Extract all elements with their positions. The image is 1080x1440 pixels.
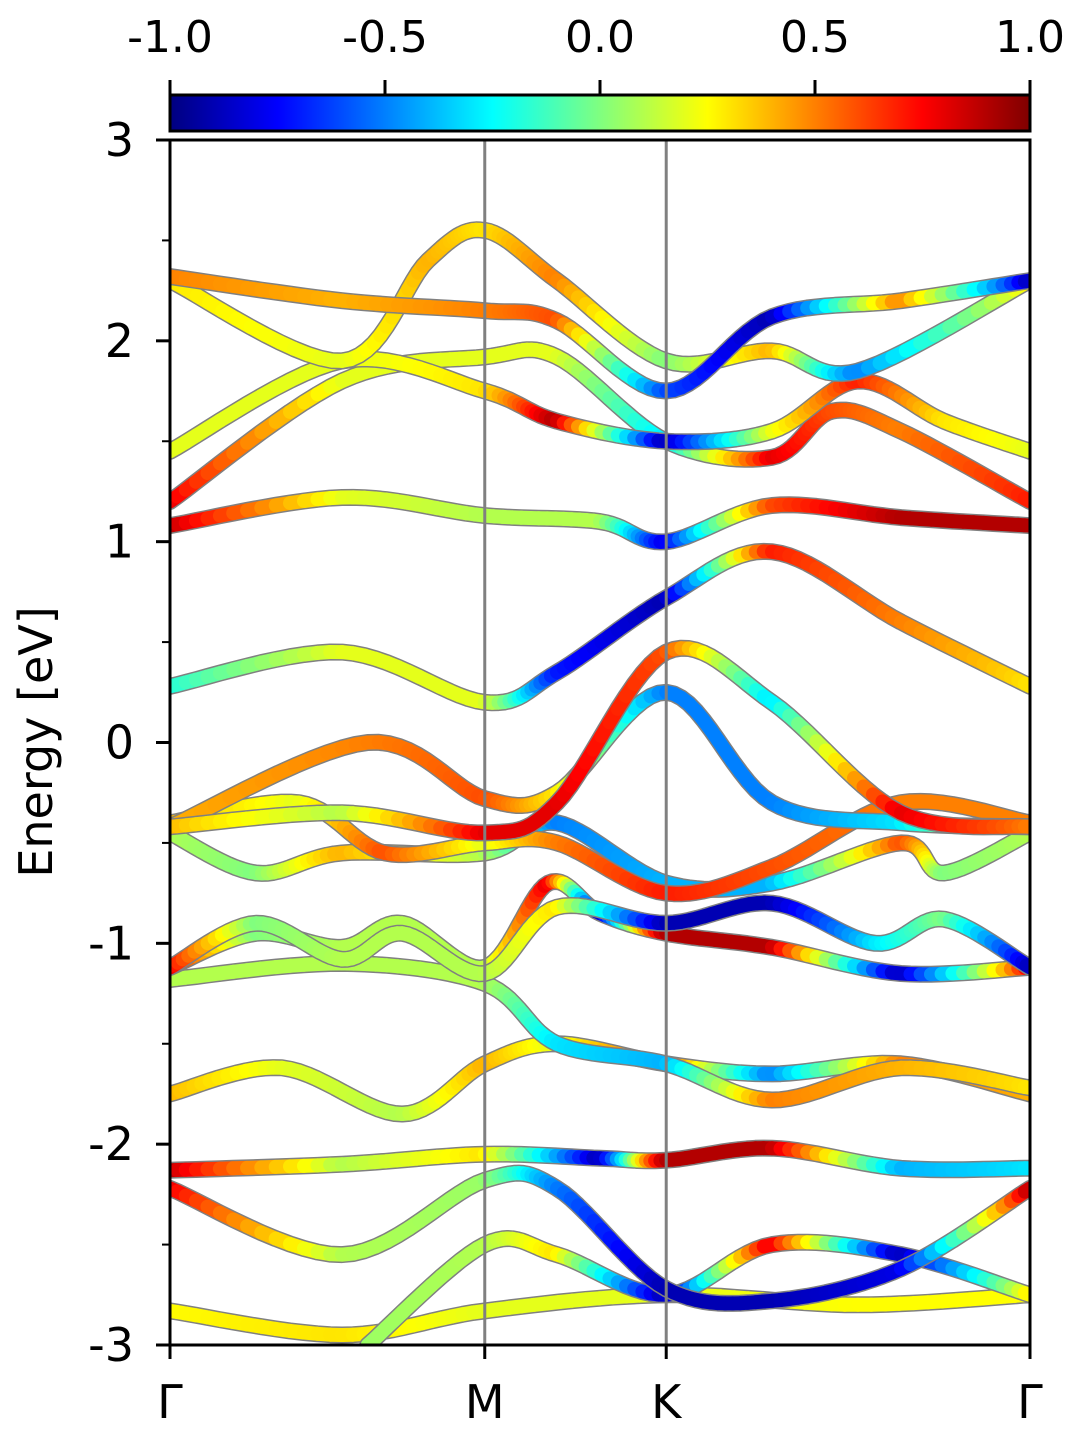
- colorbar-tick-label: 0.5: [780, 12, 850, 63]
- band-line: [170, 268, 1030, 400]
- x-tick-label: M: [465, 1375, 505, 1429]
- y-tick-label: 2: [105, 314, 134, 368]
- band-line: [170, 542, 1030, 712]
- y-tick-label: 3: [105, 113, 134, 167]
- plot-area: 3 2 1 0 -1 -2 -3 Γ M K Γ Energy [eV]: [9, 113, 1043, 1429]
- y-tick-label: 0: [105, 716, 134, 770]
- x-tick-label: Γ: [157, 1375, 183, 1429]
- band-line: [170, 894, 1030, 983]
- y-axis-label: Energy [eV]: [9, 606, 63, 877]
- band-line: [170, 639, 1030, 842]
- colorbar-gradient: [168, 93, 1032, 133]
- y-tick-label: 1: [105, 515, 134, 569]
- band-line: [170, 954, 1030, 1109]
- band-line: [170, 1164, 1030, 1312]
- colorbar-tick-label: 1.0: [995, 12, 1065, 63]
- colorbar-tick-label: 0.0: [565, 12, 635, 63]
- colorbar: -1.0 -0.5 0.0 0.5 1.0: [127, 12, 1065, 133]
- y-tick-label: -1: [88, 916, 134, 970]
- colorbar-tick-label: -0.5: [342, 12, 428, 63]
- band-line: [170, 350, 1030, 460]
- band-line: [170, 488, 1030, 551]
- band-line: [170, 1286, 1030, 1344]
- y-tick-label: -2: [88, 1117, 134, 1171]
- colorbar-tick-label: -1.0: [127, 12, 213, 63]
- x-tick-label: Γ: [1017, 1375, 1043, 1429]
- y-tick-label: -3: [88, 1318, 134, 1372]
- x-tick-label: K: [651, 1375, 683, 1429]
- band-line: [170, 1139, 1030, 1179]
